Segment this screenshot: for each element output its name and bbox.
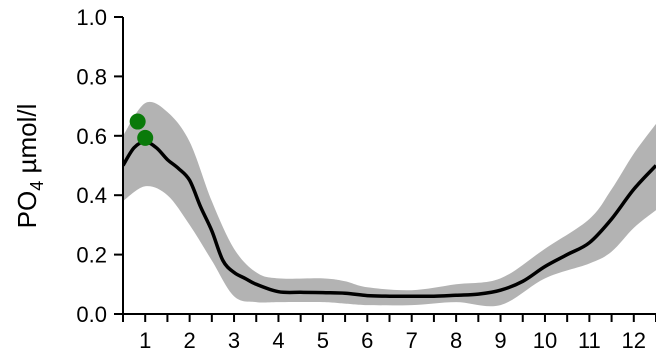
- y-axis-title-subscript: 4: [27, 181, 47, 191]
- x-tick-label: 11: [578, 328, 601, 353]
- x-ticks-layer: 1 2 3 4 5 6 7 8 9 10 11 12: [122, 314, 656, 353]
- y-tick-label: 0.2: [76, 243, 107, 268]
- mean-line-layer: [123, 139, 656, 298]
- y-axis-title: PO4 µmol/l: [12, 104, 47, 229]
- observation-point: [137, 129, 154, 146]
- x-tick-label: 1: [139, 328, 151, 353]
- confidence-band-layer: [123, 101, 656, 307]
- y-tick-label: 0.8: [76, 64, 107, 89]
- observation-points-layer: [129, 113, 154, 146]
- x-tick-label: 7: [406, 328, 418, 353]
- observation-point: [129, 113, 146, 130]
- y-tick-label: 0.6: [76, 124, 107, 149]
- x-tick-label: 8: [450, 328, 462, 353]
- mean-line: [123, 139, 656, 298]
- y-tick-label: 0.0: [76, 302, 107, 327]
- y-axis-title-main: PO: [12, 191, 42, 229]
- y-axis-title-unit: µmol/l: [12, 104, 42, 181]
- axes-layer: [122, 17, 656, 315]
- y-tick-label: 1.0: [76, 5, 107, 30]
- x-tick-label: 5: [317, 328, 329, 353]
- x-tick-label: 12: [622, 328, 646, 353]
- confidence-band: [123, 101, 656, 307]
- x-tick-label: 4: [272, 328, 284, 353]
- y-ticks-layer: 0.0 0.2 0.4 0.6 0.8 1.0: [76, 5, 123, 327]
- x-tick-label: 3: [228, 328, 240, 353]
- x-tick-label: 2: [184, 328, 196, 353]
- x-tick-label: 6: [361, 328, 373, 353]
- x-tick-label: 9: [494, 328, 506, 353]
- x-tick-label: 10: [533, 328, 557, 353]
- y-tick-label: 0.4: [76, 183, 107, 208]
